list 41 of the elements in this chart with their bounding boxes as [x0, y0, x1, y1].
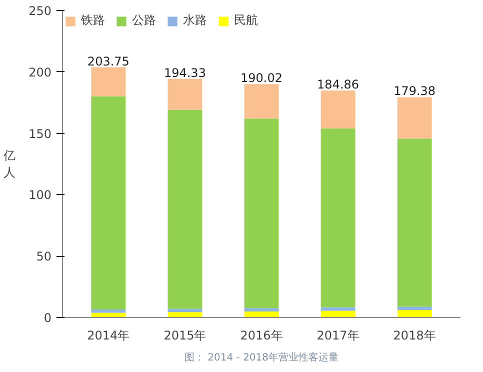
y-axis-title: 亿人	[2, 148, 16, 180]
bar	[91, 96, 126, 310]
total-label: 179.38	[394, 84, 436, 98]
total-label: 190.02	[240, 71, 283, 86]
bar	[397, 306, 432, 310]
bar	[168, 110, 202, 309]
y-tick-label: 200	[28, 65, 52, 80]
bar	[91, 67, 126, 96]
bar	[397, 138, 432, 307]
y-tick-label: 100	[28, 188, 52, 202]
bar	[244, 311, 279, 318]
bar	[244, 84, 279, 119]
bar	[168, 78, 202, 110]
legend-label: 公路	[132, 12, 156, 29]
text: 图： 2014 - 2018年营业性客运量	[184, 352, 339, 364]
y-tick-label: 50	[36, 250, 52, 264]
bar	[91, 312, 126, 318]
y-tick-label: 250	[28, 4, 52, 18]
x-tick-label: 2014年	[87, 328, 130, 342]
x-tick-label: 2015年	[164, 328, 206, 342]
y-tick-label: 150	[28, 126, 52, 141]
bar	[168, 308, 202, 312]
y-tick-label: 0	[44, 311, 52, 325]
legend-label: 铁路	[81, 12, 105, 29]
bar	[91, 310, 126, 313]
total-label: 184.86	[317, 77, 360, 92]
x-tick-label: 2016年	[240, 328, 283, 342]
bar	[397, 310, 432, 318]
bar	[244, 118, 279, 308]
legend-label: 水路	[183, 12, 207, 29]
total-label: 203.75	[87, 54, 130, 68]
total-label: 194.33	[164, 66, 206, 80]
legend-label: 民航	[234, 12, 258, 29]
bar	[397, 97, 432, 139]
x-tick-label: 2018年	[393, 328, 436, 342]
x-tick-label: 2017年	[316, 328, 360, 342]
bar	[320, 128, 356, 308]
bar	[244, 308, 279, 312]
bar	[168, 312, 202, 318]
bar	[320, 90, 356, 128]
bar	[320, 310, 356, 318]
